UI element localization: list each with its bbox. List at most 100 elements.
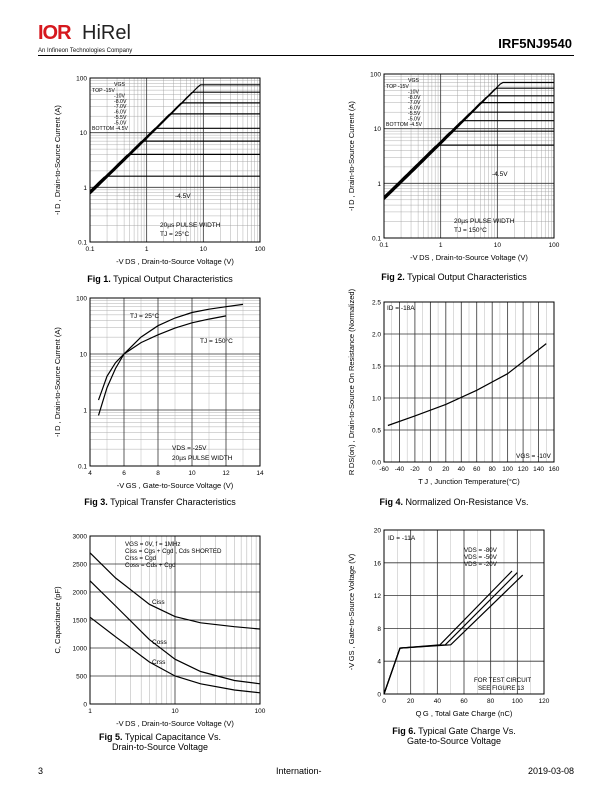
x-tick-label: 4: [88, 470, 92, 477]
annotation: VGS = -10V: [516, 453, 552, 460]
annotation: ID = -18A: [387, 305, 415, 312]
x-tick-label: 20: [407, 698, 415, 705]
annotation: VDS = -25V: [172, 445, 207, 452]
series-line-0: [387, 343, 547, 427]
annotation: VDS = -20V: [464, 561, 498, 568]
legend-entry: -5.0V: [114, 120, 127, 126]
x-tick-label: 100: [512, 698, 523, 705]
legend-title: VGS: [408, 78, 419, 84]
x-tick-label: 80: [487, 698, 495, 705]
curve-vgs-6: [383, 130, 554, 198]
x-tick-label: 1: [439, 242, 443, 249]
x-tick-label: 0: [382, 698, 386, 705]
series-label: Crss: [152, 659, 166, 666]
y-axis-label: -I D , Drain-to-Source Current (A): [53, 105, 62, 215]
annotation: VGS = 0V, f = 1MHz: [125, 541, 180, 548]
y-tick-label: 100: [370, 72, 381, 79]
legend-entry: BOTTOM -4.5V: [92, 126, 128, 132]
y-tick-label: 0.1: [78, 464, 87, 471]
y-tick-label: 20: [374, 528, 382, 535]
x-tick-label: 14: [256, 470, 264, 477]
x-axis-label: -V DS , Drain-to-Source Voltage (V): [410, 253, 528, 262]
y-tick-label: 2.5: [372, 300, 381, 307]
logo-subtitle: An Infineon Technologies Company: [38, 48, 133, 54]
y-tick-label: 10: [374, 126, 382, 133]
x-axis-label: Q G , Total Gate Charge (nC): [416, 709, 513, 718]
x-tick-label: 80: [489, 466, 497, 473]
y-tick-label: 0.1: [372, 236, 381, 243]
x-tick-label: 60: [460, 698, 468, 705]
figure-1-chart: 0.1 1 10 100 0.1 1 10 100 -V DS , Drain-to-Sourc…: [40, 68, 280, 268]
annotation: FOR TEST CIRCUIT: [474, 677, 531, 684]
x-axis-label: -V DS , Drain-to-Source Voltage (V): [116, 719, 234, 728]
legend-entry: -10V: [408, 89, 419, 95]
legend-entry: -7.0V: [114, 104, 127, 110]
figure-1-caption: Fig 1. Typical Output Characteristics: [87, 274, 233, 284]
y-tick-label: 2500: [73, 562, 88, 569]
x-tick-label: 0.1: [379, 242, 388, 249]
y-tick-label: 1: [83, 408, 87, 415]
x-tick-label: 12: [222, 470, 230, 477]
figure-3-caption: Fig 3. Typical Transfer Characteristics: [84, 497, 236, 507]
legend-entry: -5.0V: [408, 116, 421, 122]
legend-entry: TOP -15V: [92, 88, 115, 94]
header-rule: [38, 55, 574, 56]
x-tick-label: 40: [434, 698, 442, 705]
annotation: TJ = 25°C: [130, 312, 159, 320]
y-tick-label: 4: [377, 659, 381, 666]
x-tick-label: 100: [255, 246, 266, 253]
y-tick-label: 100: [76, 296, 87, 303]
x-tick-label: 100: [255, 708, 266, 715]
figure-6-chart: 0 20 40 60 80 100 120 0 4 8 12 16 20 Q G , Total Gate…: [334, 522, 574, 722]
x-axis-label: -V GS , Gate-to-Source Voltage (V): [117, 481, 234, 490]
plot-frame: [383, 301, 555, 463]
annotation: Coss = Cds + Cgd: [125, 562, 176, 569]
figure-4-caption: Fig 4. Normalized On-Resistance Vs.: [379, 497, 529, 507]
x-tick-label: 120: [518, 466, 529, 473]
plot-frame: [383, 73, 555, 239]
y-tick-label: 1: [377, 181, 381, 188]
tj-note: TJ = 25°C: [160, 230, 189, 238]
footer-date: 2019-03-08: [527, 766, 574, 776]
annotation: 20µs PULSE WIDTH: [172, 455, 233, 462]
x-tick-label: 8: [156, 470, 160, 477]
x-tick-label: 20: [442, 466, 450, 473]
plot-frame: [89, 535, 261, 705]
y-tick-label: 8: [377, 626, 381, 633]
legend-title: VGS: [114, 82, 125, 88]
pulse-note: 20µs PULSE WIDTH: [454, 218, 515, 225]
legend-entry: -6.0V: [408, 106, 421, 112]
y-tick-label: 1.0: [372, 396, 381, 403]
series-line-2: [383, 570, 513, 695]
x-tick-label: 10: [494, 242, 502, 249]
y-tick-label: 0.5: [372, 428, 381, 435]
x-tick-label: 140: [533, 466, 544, 473]
x-tick-label: 0.1: [85, 246, 94, 253]
x-tick-label: -20: [410, 466, 420, 473]
legend-entry: -7.0V: [408, 100, 421, 106]
y-axis-label: -I D , Drain-to-Source Current (A): [53, 327, 62, 437]
annotation: ID = -11A: [388, 535, 416, 542]
x-tick-label: 160: [549, 466, 560, 473]
x-tick-label: 60: [473, 466, 481, 473]
x-tick-label: 1: [88, 708, 92, 715]
y-axis-label: R DS(on) , Drain-to-Source On Resistance…: [347, 288, 356, 475]
y-tick-label: 0.1: [78, 240, 87, 247]
legend-entry: -6.0V: [114, 110, 127, 116]
logo-mark: IOR: [38, 22, 72, 44]
footer-center: Internation-: [276, 766, 322, 776]
y-tick-label: 10: [80, 130, 88, 137]
legend-entry: -5.5V: [408, 111, 421, 117]
series-line-1: [97, 315, 227, 401]
series-label: Ciss: [152, 599, 165, 606]
pulse-note: 20µs PULSE WIDTH: [160, 222, 221, 229]
company-logo: IOR HiRel An Infineon Technologies Compa…: [38, 22, 158, 54]
x-tick-label: 100: [549, 242, 560, 249]
x-axis-label: -V DS , Drain-to-Source Voltage (V): [116, 257, 234, 266]
logo-text: HiRel: [82, 22, 131, 44]
series-line-2: [89, 616, 261, 694]
annotation: Crss = Cgd: [125, 555, 157, 562]
y-tick-label: 2.0: [372, 332, 381, 339]
legend-entry: -8.0V: [114, 99, 127, 105]
annotation: VDS = -80V: [464, 547, 498, 554]
